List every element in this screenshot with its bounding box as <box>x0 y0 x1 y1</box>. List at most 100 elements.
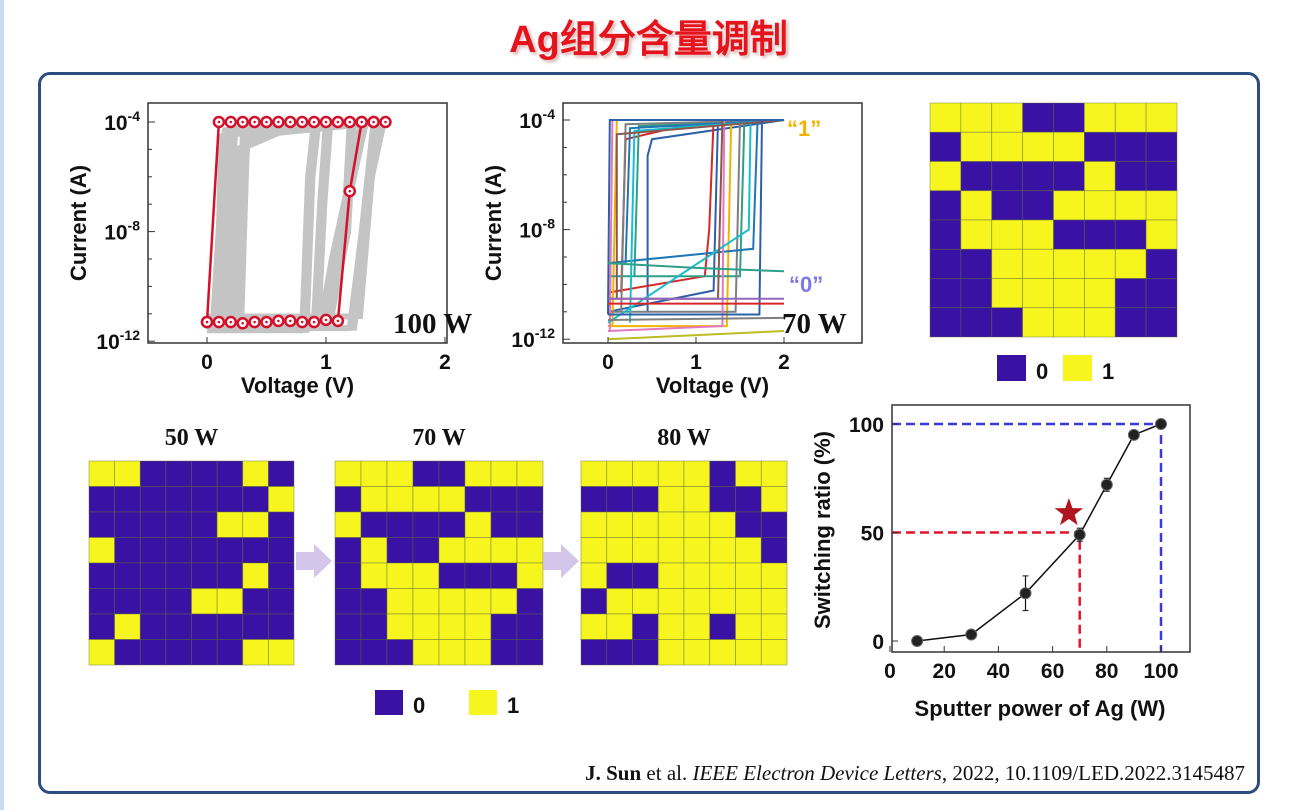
cell-state-1 <box>735 588 762 615</box>
cell-state-0 <box>490 613 518 640</box>
cell-state-1 <box>438 588 466 615</box>
x-tick-label: 20 <box>933 660 956 683</box>
cell-state-1 <box>683 562 711 589</box>
cell-state-1 <box>683 537 711 564</box>
cell-state-0 <box>412 537 440 564</box>
cell-state-1 <box>516 537 544 564</box>
cell-state-0 <box>334 486 362 513</box>
cell-state-0 <box>165 588 192 615</box>
cell-state-0 <box>386 537 414 564</box>
cell-state-1 <box>991 248 1023 279</box>
curve-marker-dot <box>217 320 221 324</box>
cell-state-1 <box>1022 248 1054 279</box>
cell-state-0 <box>334 537 362 564</box>
cell-state-0 <box>268 613 295 640</box>
cell-state-1 <box>657 537 685 564</box>
citation-journal: IEEE Electron Device Letters <box>691 761 941 785</box>
cell-state-0 <box>438 460 466 487</box>
x-tick-label: 100 <box>1143 660 1178 683</box>
cell-state-0 <box>709 460 736 487</box>
cell-state-1 <box>960 102 993 133</box>
cell-state-1 <box>1084 278 1116 309</box>
cell-state-0 <box>516 588 544 615</box>
cell-state-1 <box>632 537 659 564</box>
curve-marker-dot <box>312 120 316 124</box>
label-state-1: “1” <box>787 116 821 141</box>
cell-state-1 <box>516 562 544 589</box>
cell-state-1 <box>88 639 115 666</box>
cell-state-0 <box>490 562 518 589</box>
iv-curve <box>607 119 784 316</box>
cell-state-0 <box>606 562 633 589</box>
tick-exponent: -8 <box>128 218 141 234</box>
cell-state-1 <box>242 511 269 538</box>
cell-state-0 <box>139 486 167 513</box>
cell-state-1 <box>1145 102 1178 133</box>
cell-state-0 <box>114 588 141 615</box>
map-title: 70 W <box>412 425 466 451</box>
map-50w <box>88 460 295 666</box>
cell-state-1 <box>490 537 518 564</box>
cell-state-0 <box>360 639 388 666</box>
curve-marker-dot <box>253 320 256 324</box>
data-point <box>1073 528 1086 541</box>
cell-state-1 <box>657 613 685 640</box>
data-point <box>1019 587 1032 600</box>
cell-state-1 <box>268 486 295 513</box>
cell-state-1 <box>580 511 608 538</box>
cell-state-0 <box>929 248 962 279</box>
cell-state-1 <box>632 511 659 538</box>
cell-state-0 <box>929 131 962 162</box>
curve-marker-dot <box>289 319 292 323</box>
cell-state-1 <box>683 588 711 615</box>
citation-rest: , 2022, 10.1109/LED.2022.3145487 <box>942 761 1245 785</box>
cell-state-0 <box>991 190 1023 221</box>
cell-state-0 <box>1022 190 1054 221</box>
cell-state-1 <box>516 460 544 487</box>
cell-state-1 <box>216 511 244 538</box>
cell-state-1 <box>360 537 388 564</box>
cell-state-1 <box>1022 278 1054 309</box>
slide-title: Ag组分含量调制 <box>509 19 788 61</box>
curve-marker-dot <box>277 120 280 124</box>
legend-label-1: 1 <box>1102 359 1114 384</box>
cell-state-0 <box>412 460 440 487</box>
cell-state-0 <box>464 562 492 589</box>
cell-state-1 <box>360 486 388 513</box>
cell-state-1 <box>709 562 736 589</box>
cell-state-0 <box>334 562 362 589</box>
slide-edge <box>0 0 4 810</box>
cell-state-1 <box>709 639 736 666</box>
citation: J. Sun et al. IEEE Electron Device Lette… <box>585 761 1245 785</box>
cell-state-1 <box>1084 102 1116 133</box>
x-tick-label: 1 <box>690 351 702 374</box>
curve-marker-dot <box>360 120 364 124</box>
iv-curve <box>607 262 785 273</box>
cell-state-0 <box>735 511 762 538</box>
cell-state-1 <box>606 613 633 640</box>
cell-state-0 <box>960 248 993 279</box>
x-axis-label: Sputter power of Ag (W) <box>915 696 1166 721</box>
curve-marker-dot <box>300 120 304 124</box>
cell-state-1 <box>929 102 962 133</box>
x-tick-label: 60 <box>1041 660 1064 683</box>
curve-marker-dot <box>289 120 292 124</box>
cell-state-0 <box>386 639 414 666</box>
cell-state-1 <box>1022 131 1054 162</box>
cell-state-1 <box>242 639 269 666</box>
cell-state-0 <box>960 278 993 309</box>
cell-state-1 <box>386 588 414 615</box>
data-point <box>1155 418 1167 430</box>
cell-state-1 <box>735 562 762 589</box>
curve-marker-dot <box>253 120 256 124</box>
cell-state-0 <box>1114 161 1147 192</box>
cell-state-0 <box>191 639 218 666</box>
cell-state-1 <box>760 562 788 589</box>
label-state-0: “0” <box>789 272 823 297</box>
cell-state-0 <box>139 639 167 666</box>
cell-state-0 <box>216 639 244 666</box>
cell-state-0 <box>438 511 466 538</box>
cell-state-1 <box>580 562 608 589</box>
cell-state-0 <box>1145 278 1178 309</box>
curve-marker-dot <box>265 320 268 324</box>
